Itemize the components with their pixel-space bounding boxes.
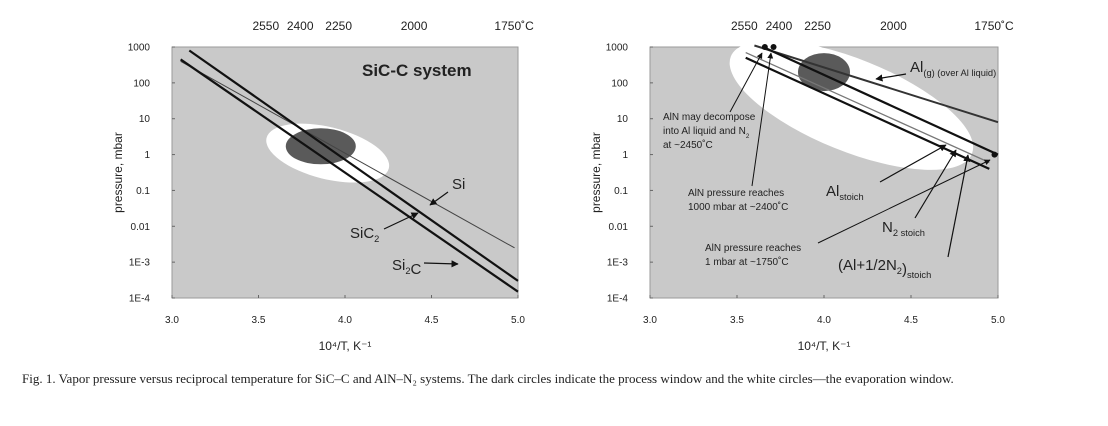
x-axis-label: 10⁴/T, K⁻¹ bbox=[319, 339, 372, 353]
reach-1000-annotation-line: 1000 mbar at ~2400˚C bbox=[688, 201, 788, 213]
chart-title: SiC-C system bbox=[362, 61, 472, 80]
decompose-pointer bbox=[729, 52, 763, 113]
x-tick-label: 3.5 bbox=[730, 315, 744, 326]
x-tick-label: 3.0 bbox=[165, 315, 179, 326]
vapor-pressure-figure: 1000 100 10 1 0.1 0.01 1E-3 1E-4 3.0 3.5 4.0 4.5 5.0… bbox=[111, 19, 1014, 353]
top-axis-tick-label: 2550 bbox=[252, 19, 279, 33]
series-line-2 bbox=[188, 49, 519, 282]
y-tick-label: 0.01 bbox=[609, 222, 629, 233]
sic-c-chart: 1000 100 10 1 0.1 0.01 1E-3 1E-4 3.0 3.5 4.0 4.5 5.0… bbox=[111, 19, 534, 353]
series-line-3 bbox=[745, 51, 990, 164]
reach-1-annotation-line: AlN pressure reaches bbox=[705, 243, 801, 254]
series-line-3 bbox=[180, 58, 519, 293]
al-gas-pointer bbox=[875, 73, 907, 82]
series-label-si: Si bbox=[452, 176, 465, 193]
series-line-1 bbox=[754, 44, 999, 124]
reach-1000-pointer bbox=[751, 52, 774, 187]
y-tick-label: 0.01 bbox=[131, 222, 151, 233]
reach-1-annotation-line: 1 mbar at ~1750˚C bbox=[705, 256, 789, 268]
x-tick-label: 4.0 bbox=[338, 315, 352, 326]
y-tick-label: 1 bbox=[622, 150, 628, 161]
y-axis-label: pressure, mbar bbox=[111, 132, 125, 213]
y-tick-label: 100 bbox=[611, 78, 628, 89]
data-point-2 bbox=[770, 44, 777, 50]
al-stoich-pointer bbox=[879, 144, 947, 183]
reach-1000-annotation-line: AlN pressure reaches bbox=[688, 188, 784, 199]
y-tick-label: 1E-3 bbox=[607, 258, 629, 269]
top-axis-tick-label: 1750˚C bbox=[494, 19, 534, 33]
x-tick-label: 4.5 bbox=[904, 315, 918, 326]
y-tick-label: 1E-4 bbox=[129, 294, 151, 305]
y-tick-label: 1000 bbox=[128, 43, 151, 54]
x-tick-label: 4.0 bbox=[817, 315, 831, 326]
series-label-al-stoich: Alstoich bbox=[826, 183, 864, 202]
data-point-1 bbox=[761, 44, 768, 50]
top-axis-tick-label: 2000 bbox=[401, 19, 428, 33]
n2-stoich-pointer bbox=[914, 149, 957, 219]
y-tick-label: 0.1 bbox=[614, 186, 628, 197]
y-tick-label: 100 bbox=[133, 78, 150, 89]
top-axis-tick-label: 1750˚C bbox=[974, 19, 1014, 33]
x-tick-label: 4.5 bbox=[425, 315, 439, 326]
x-tick-label: 3.5 bbox=[252, 315, 266, 326]
top-axis-tick-label: 2250 bbox=[325, 19, 352, 33]
y-axis-label: pressure, mbar bbox=[589, 132, 603, 213]
si-pointer bbox=[429, 191, 449, 206]
series-label-si2c: Si2C bbox=[392, 257, 422, 278]
reach-1-pointer bbox=[817, 159, 991, 244]
sum-stoich-pointer bbox=[947, 154, 971, 258]
series-label-sic2: SiC2 bbox=[350, 225, 379, 244]
y-tick-label: 1 bbox=[144, 150, 150, 161]
series-label-sum-stoich: (Al+1/2N2)stoich bbox=[838, 257, 931, 280]
y-tick-label: 1E-4 bbox=[607, 294, 629, 305]
top-axis-tick-label: 2400 bbox=[287, 19, 314, 33]
series-label-n2-stoich: N2 stoich bbox=[882, 219, 925, 238]
top-axis-tick-label: 2400 bbox=[766, 19, 793, 33]
y-tick-label: 1000 bbox=[606, 43, 629, 54]
decompose-annotation-line: into Al liquid and N2 bbox=[663, 126, 750, 140]
decompose-annotation-line: AlN may decompose bbox=[663, 112, 756, 123]
x-tick-label: 5.0 bbox=[991, 315, 1005, 326]
y-tick-label: 10 bbox=[139, 114, 151, 125]
y-tick-label: 1E-3 bbox=[129, 258, 151, 269]
y-tick-label: 10 bbox=[617, 114, 629, 125]
series-line-2 bbox=[745, 56, 990, 170]
si2c-pointer bbox=[423, 260, 459, 268]
data-point-3 bbox=[991, 151, 998, 158]
top-axis-tick-label: 2000 bbox=[880, 19, 907, 33]
figure-caption: Fig. 1. Vapor pressure versus reciprocal… bbox=[22, 371, 954, 386]
series-line-4 bbox=[762, 45, 999, 156]
decompose-annotation-line: at ~2450˚C bbox=[663, 139, 713, 151]
top-axis-tick-label: 2550 bbox=[731, 19, 758, 33]
x-tick-label: 5.0 bbox=[511, 315, 525, 326]
aln-n2-chart: 1000 100 10 1 0.1 0.01 1E-3 1E-4 3.0 3.5 4.0 4.5 5.0… bbox=[589, 19, 1014, 353]
series-label-al-gas: Al(g) (over Al liquid) bbox=[910, 59, 996, 78]
top-axis-tick-label: 2250 bbox=[804, 19, 831, 33]
x-axis-label: 10⁴/T, K⁻¹ bbox=[798, 339, 851, 353]
y-tick-label: 0.1 bbox=[136, 186, 150, 197]
series-line-1 bbox=[180, 60, 515, 249]
sic2-pointer bbox=[383, 212, 419, 230]
x-tick-label: 3.0 bbox=[643, 315, 657, 326]
